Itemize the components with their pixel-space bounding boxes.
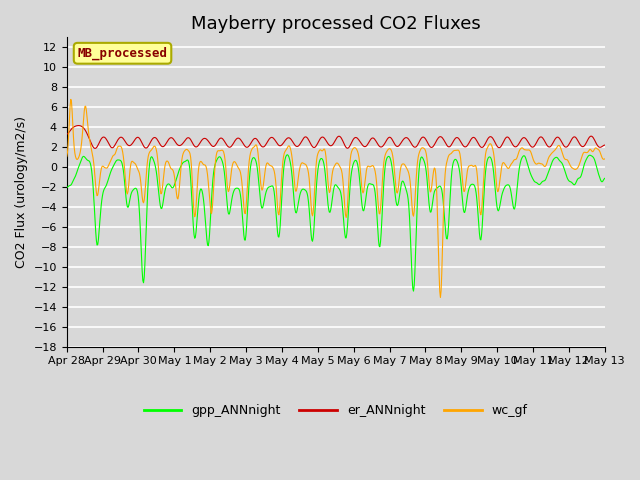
Y-axis label: CO2 Flux (urology/m2/s): CO2 Flux (urology/m2/s) xyxy=(15,116,28,268)
Text: MB_processed: MB_processed xyxy=(77,47,168,60)
Title: Mayberry processed CO2 Fluxes: Mayberry processed CO2 Fluxes xyxy=(191,15,481,33)
Legend: gpp_ANNnight, er_ANNnight, wc_gf: gpp_ANNnight, er_ANNnight, wc_gf xyxy=(139,399,532,422)
